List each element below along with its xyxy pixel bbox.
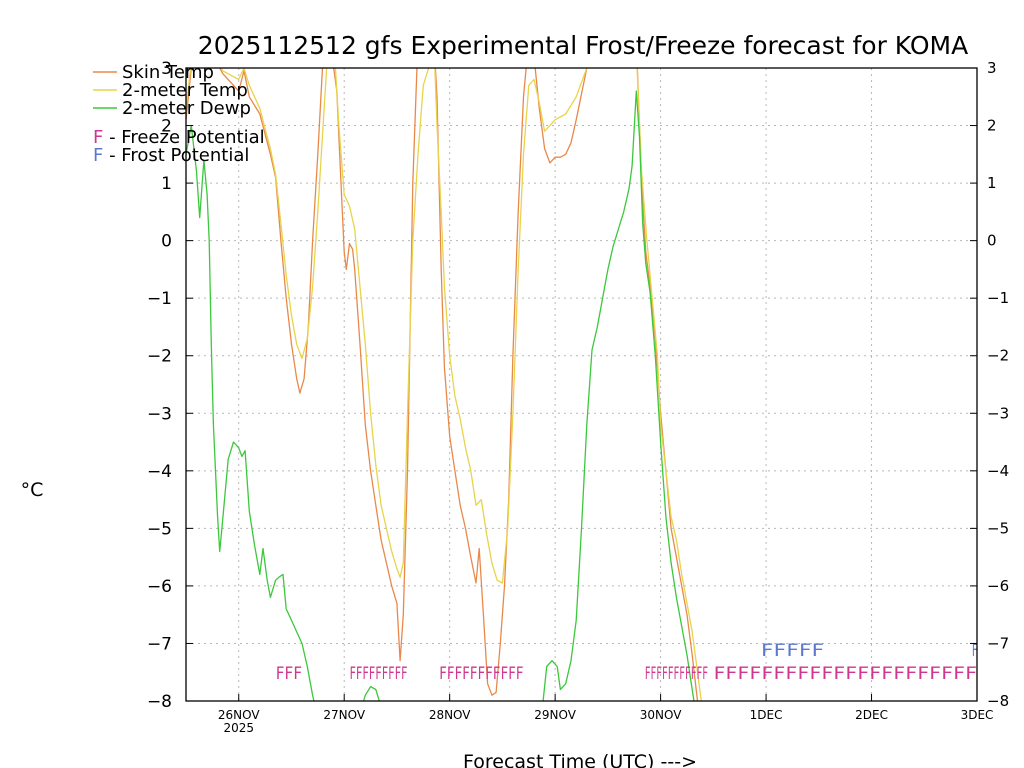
- freeze-marker: FFFFFFFFFFF: [439, 664, 523, 684]
- grid: [186, 68, 977, 701]
- series-line-2-meter-temp: [186, 68, 702, 701]
- y-tick-label-right: −3: [987, 404, 1009, 422]
- y-tick-label-right: 2: [987, 117, 997, 135]
- y-tick-label: −6: [147, 577, 172, 597]
- y-tick-label: −7: [147, 634, 172, 654]
- x-tick-label: 29NOV: [534, 708, 576, 722]
- freeze-marker: FFFFFFFFF: [349, 664, 407, 684]
- frost-marker: FFFFF: [761, 641, 824, 661]
- freeze-marker: FFF: [276, 664, 302, 684]
- y-tick-label: 3: [161, 59, 172, 79]
- potential-legend-entry: F - Frost Potential: [93, 145, 249, 166]
- y-tick-label-right: −4: [987, 462, 1009, 480]
- legend-label: 2-meter Dewp: [122, 98, 251, 119]
- x-tick-label: 27NOV: [323, 708, 365, 722]
- potential-legend-entry: F - Freeze Potential: [93, 127, 265, 148]
- y-axis-label: °C: [21, 479, 44, 501]
- y-tick-label: 2: [161, 117, 172, 137]
- y-tick-label: −8: [147, 692, 172, 712]
- potential-legend-text: - Freeze Potential: [103, 127, 264, 148]
- series-line-2-meter-dewp: [186, 90, 695, 701]
- frost-marker: F: [972, 641, 978, 661]
- y-tick-label: −3: [147, 404, 172, 424]
- freeze-marker: FFFFFFFFFFFFFFFFFFFFFF: [713, 664, 977, 684]
- legend-label: 2-meter Temp: [122, 80, 248, 101]
- x-tick-label: 26NOV: [218, 708, 260, 722]
- series-line-skin-temp: [186, 68, 699, 701]
- y-tick-label-right: 3: [987, 59, 997, 77]
- x-tick-label: 2DEC: [855, 708, 888, 722]
- x-tick-label: 1DEC: [750, 708, 783, 722]
- y-tick-label-right: −5: [987, 519, 1009, 537]
- y-tick-label-right: 1: [987, 174, 997, 192]
- legend-label: Skin Temp: [122, 62, 214, 83]
- y-tick-label: −1: [147, 289, 172, 309]
- y-tick-label-right: −6: [987, 577, 1009, 595]
- y-tick-label: −2: [147, 347, 172, 367]
- y-tick-label: 1: [161, 174, 172, 194]
- potential-legend-symbol: F: [93, 127, 103, 148]
- y-tick-label: −4: [147, 462, 172, 482]
- x-tick-label: 30NOV: [640, 708, 682, 722]
- y-tick-label-right: −1: [987, 289, 1009, 307]
- potential-markers: FFF FFFFFFFFF FFFFFFFFFFF FFFFFFFFFFF FFFFFF…: [276, 641, 978, 684]
- x-tick-sublabel: 2025: [223, 721, 254, 735]
- potential-legend-symbol: F: [93, 145, 103, 166]
- y-tick-label-right: 0: [987, 232, 997, 250]
- series-group: [186, 68, 702, 701]
- x-axis-label: Forecast Time (UTC) --->: [463, 751, 697, 768]
- y-tick-label: −5: [147, 519, 172, 539]
- plot-frame: [185, 67, 978, 702]
- x-tick-label: 3DEC: [961, 708, 994, 722]
- y-tick-label-right: −7: [987, 634, 1009, 652]
- y-tick-label: 0: [161, 232, 172, 252]
- y-axis-right: −8 −7 −6 −5 −4 −3 −2 −1 0 1 2 3: [970, 59, 1009, 710]
- x-tick-label: 28NOV: [429, 708, 471, 722]
- potential-legend-text: - Frost Potential: [103, 145, 249, 166]
- y-tick-label-right: −8: [987, 692, 1009, 710]
- y-tick-label-right: −2: [987, 347, 1009, 365]
- freeze-marker: FFFFFFFFFFF: [645, 664, 708, 684]
- chart-title: 2025112512 gfs Experimental Frost/Freeze…: [198, 31, 968, 60]
- y-axis-left: −8 −7 −6 −5 −4 −3 −2 −1 0 1 2 3: [147, 59, 193, 712]
